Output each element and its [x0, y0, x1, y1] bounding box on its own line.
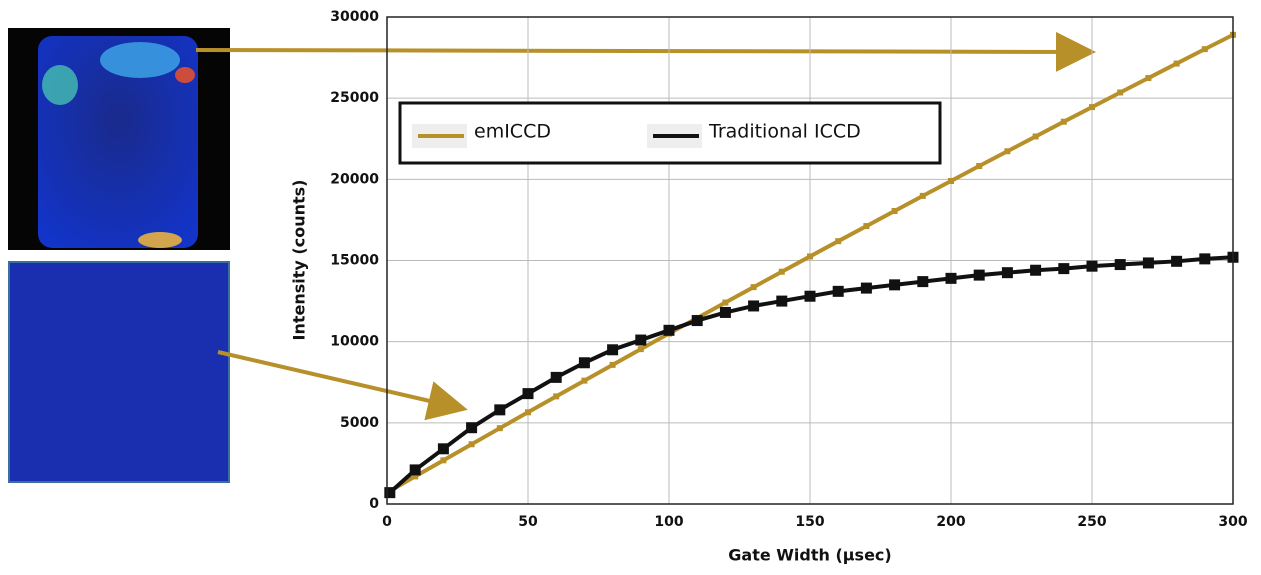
y-tick-label: 25000	[330, 90, 379, 106]
marker	[1030, 265, 1041, 276]
marker	[410, 464, 421, 475]
y-tick-label: 30000	[330, 9, 379, 25]
marker	[1089, 104, 1095, 110]
marker	[776, 296, 787, 307]
marker	[551, 372, 562, 383]
marker	[1143, 257, 1154, 268]
marker	[948, 178, 954, 184]
marker	[1058, 263, 1069, 274]
marker	[638, 346, 644, 352]
plot: 0 5000 10000 15000 20000 25000 30000 0 50 100 150 2…	[330, 9, 1248, 530]
marker	[1033, 133, 1039, 139]
marker	[779, 269, 785, 275]
arrow	[196, 50, 1088, 52]
marker	[917, 276, 928, 287]
image-blob	[175, 67, 195, 83]
image-blob	[42, 65, 78, 105]
marker	[494, 404, 505, 415]
marker	[466, 422, 477, 433]
marker	[553, 393, 559, 399]
marker	[892, 208, 898, 214]
x-tick-label: 250	[1077, 514, 1106, 530]
marker	[1145, 75, 1151, 81]
marker	[1199, 253, 1210, 264]
x-axis-label: Gate Width (µsec)	[728, 546, 891, 565]
marker	[748, 300, 759, 311]
x-tick-label: 0	[382, 514, 392, 530]
marker	[833, 286, 844, 297]
y-tick-label: 5000	[340, 415, 379, 431]
marker	[720, 307, 731, 318]
x-tick-label: 300	[1218, 514, 1247, 530]
marker	[1087, 261, 1098, 272]
legend-label: Traditional ICCD	[708, 121, 861, 143]
marker	[805, 291, 816, 302]
marker	[607, 344, 618, 355]
image-blob	[138, 232, 182, 248]
marker	[1171, 256, 1182, 267]
y-tick-label: 15000	[330, 253, 379, 269]
marker	[889, 279, 900, 290]
y-tick-label: 0	[369, 496, 379, 512]
marker	[1002, 267, 1013, 278]
image-panels	[8, 28, 1088, 482]
marker	[525, 409, 531, 415]
marker	[863, 223, 869, 229]
image-blob	[100, 42, 180, 78]
marker	[861, 283, 872, 294]
y-tick-label: 10000	[330, 334, 379, 350]
marker	[1174, 61, 1180, 67]
chart: 0 5000 10000 15000 20000 25000 30000 0 50 100 150 2…	[0, 0, 1261, 571]
marker	[523, 388, 534, 399]
marker	[497, 425, 503, 431]
marker	[1202, 46, 1208, 52]
legend: emICCD Traditional ICCD	[400, 103, 940, 163]
dim-image	[9, 262, 229, 482]
marker	[469, 441, 475, 447]
marker	[664, 325, 675, 336]
marker	[946, 273, 957, 284]
x-tick-label: 100	[654, 514, 683, 530]
marker	[1115, 259, 1126, 270]
marker	[610, 362, 616, 368]
arrow	[218, 352, 460, 408]
marker	[438, 443, 449, 454]
marker	[1004, 148, 1010, 154]
marker	[581, 378, 587, 384]
marker	[384, 487, 395, 498]
x-tick-label: 50	[518, 514, 538, 530]
marker	[440, 457, 446, 463]
y-tick-label: 20000	[330, 171, 379, 187]
x-tick-label: 150	[795, 514, 824, 530]
marker	[1117, 89, 1123, 95]
marker	[807, 253, 813, 259]
marker	[1061, 119, 1067, 125]
x-tick-label: 200	[936, 514, 965, 530]
marker	[692, 315, 703, 326]
marker	[722, 300, 728, 306]
marker	[835, 238, 841, 244]
marker	[635, 335, 646, 346]
marker	[579, 357, 590, 368]
y-axis-label: Intensity (counts)	[290, 180, 309, 341]
marker	[976, 163, 982, 169]
marker	[751, 284, 757, 290]
legend-label: emICCD	[474, 121, 551, 143]
marker	[920, 193, 926, 199]
marker	[974, 270, 985, 281]
